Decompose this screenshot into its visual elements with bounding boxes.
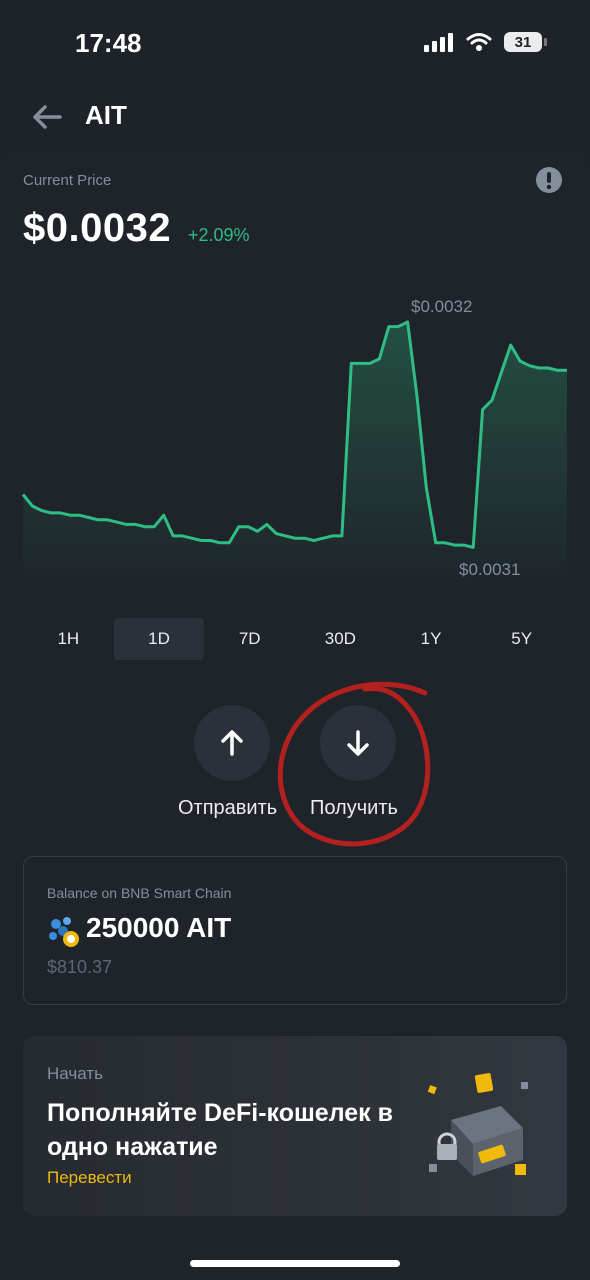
balance-amount: 250000 AIT [86,912,232,943]
chart-low-label: $0.0031 [459,560,521,579]
timeframe-tabs: 1H 1D 7D 30D 1Y 5Y [23,618,567,660]
wallet-illustration-icon [427,1073,528,1176]
send-label[interactable]: Отправить [178,797,278,819]
promo-card[interactable]: Начать Пополняйте DeFi-кошелек в одно на… [23,1036,567,1216]
tab-5y[interactable]: 5Y [511,629,533,648]
price-chart[interactable] [0,290,590,590]
promo-kicker: Начать [47,1064,103,1083]
page-title: AIT [85,100,127,130]
wifi-icon [466,33,492,51]
balance-usd: $810.37 [47,957,113,977]
cellular-signal-icon [424,33,453,52]
arrow-up-icon [221,730,243,756]
battery-icon: 31 [504,32,547,52]
tab-1h[interactable]: 1H [57,629,80,648]
balance-card[interactable]: Balance on BNB Smart Chain 250000 AIT $8… [23,856,567,1005]
send-button[interactable] [194,705,270,781]
home-indicator [190,1260,400,1267]
chart-high-label: $0.0032 [411,297,473,316]
chart-line [21,320,567,549]
promo-title: Пополняйте DeFi-кошелек в одно нажатие [47,1099,393,1161]
tab-1d[interactable]: 1D [113,618,205,660]
tab-30d[interactable]: 30D [324,629,356,648]
status-bar: 17:48 31 [0,0,590,88]
tab-1y[interactable]: 1Y [420,629,442,648]
status-time: 17:48 [75,28,142,58]
back-arrow-icon[interactable] [30,100,64,134]
current-price-label: Current Price [23,172,112,189]
header: AIT [0,88,590,148]
red-circle-annotation [277,681,431,847]
receive-label[interactable]: Получить [310,797,398,819]
price-change: +2.09% [188,225,250,245]
tab-7d[interactable]: 7D [238,629,261,648]
balance-chain-label: Balance on BNB Smart Chain [47,885,232,901]
ait-token-icon [49,917,79,947]
info-icon[interactable] [535,166,563,194]
chart-area [23,322,567,590]
battery-level: 31 [514,33,532,51]
price-value: $0.0032 [23,206,172,250]
receive-button[interactable] [320,705,396,781]
status-icons: 31 [424,32,547,52]
promo-transfer-link[interactable]: Перевести [47,1168,132,1187]
arrow-down-icon [347,730,369,756]
